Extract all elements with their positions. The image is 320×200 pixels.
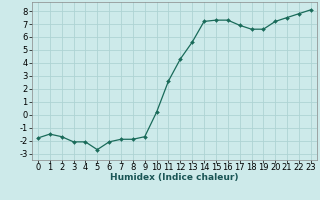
X-axis label: Humidex (Indice chaleur): Humidex (Indice chaleur) [110, 173, 239, 182]
